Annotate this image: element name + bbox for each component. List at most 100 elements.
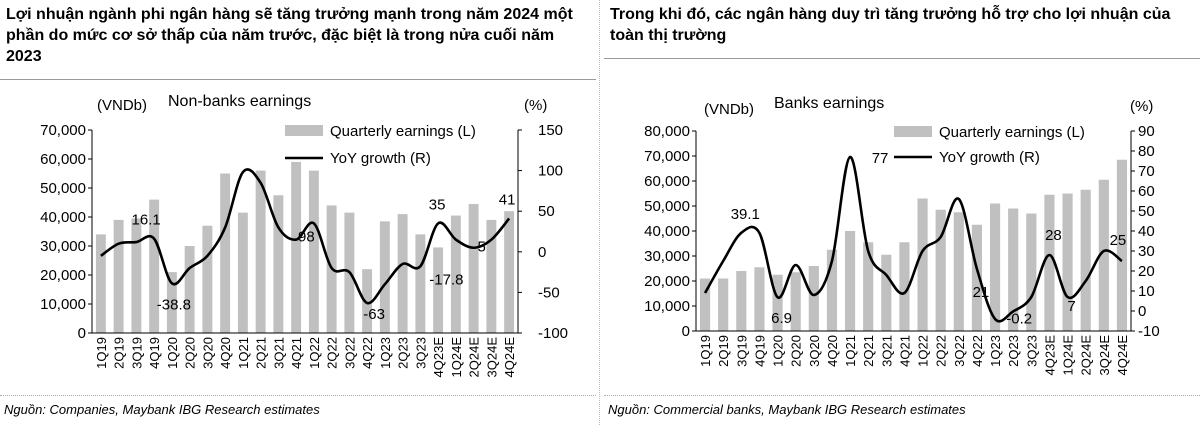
right-tick-label: 0 [1138, 303, 1146, 320]
x-tick-label: 3Q22 [342, 337, 357, 369]
data-label: 28 [1045, 227, 1062, 244]
left-tick-label: 0 [78, 325, 86, 342]
left-tick-label: 60,000 [644, 173, 690, 190]
bar-3Q20 [808, 266, 819, 331]
right-tick-label: 100 [538, 163, 563, 180]
x-tick-label: 3Q22 [952, 335, 967, 367]
bar-1Q24E [450, 215, 461, 333]
bar-4Q19 [149, 199, 160, 333]
left-tick-label: 10,000 [40, 296, 86, 313]
right-tick-label: 10 [1138, 283, 1155, 300]
left-tick-label: 60,000 [40, 151, 86, 168]
right-tick-label: 40 [1138, 223, 1155, 240]
left-tick-label: 50,000 [644, 198, 690, 215]
bar-3Q21 [273, 195, 284, 333]
x-tick-label: 2Q24E [467, 337, 482, 378]
bar-2Q20 [790, 272, 801, 331]
bar-1Q23 [989, 203, 1001, 331]
panel-separator [599, 0, 600, 425]
bar-4Q23E [1044, 194, 1055, 331]
bar-3Q24E [486, 219, 497, 333]
legend-bar-label: Quarterly earnings (L) [330, 123, 476, 140]
bar-1Q22 [308, 170, 319, 333]
x-tick-label: 4Q22 [970, 335, 985, 367]
x-tick-label: 3Q20 [200, 337, 215, 369]
x-tick-label: 3Q23 [413, 337, 428, 369]
legend-bar-label: Quarterly earnings (L) [939, 124, 1085, 141]
data-label: -17.8 [429, 271, 463, 288]
data-label: 5 [477, 239, 485, 256]
bar-2Q21 [255, 170, 266, 333]
left-tick-label: 30,000 [40, 238, 86, 255]
bar-3Q22 [953, 212, 964, 331]
x-tick-label: 4Q22 [360, 337, 375, 369]
left-tick-label: 30,000 [644, 248, 690, 265]
bar-4Q21 [291, 161, 302, 333]
right-axis-unit: (%) [524, 97, 547, 114]
right-tick-label: 0 [538, 244, 546, 261]
bar-2Q19 [718, 278, 729, 331]
x-tick-label: 1Q21 [843, 335, 858, 367]
yoy-growth-line [100, 168, 511, 305]
data-label: 21 [973, 284, 990, 301]
data-label: -38.8 [157, 296, 191, 313]
x-tick-label: 4Q20 [218, 337, 233, 369]
x-tick-label: 2Q19 [112, 337, 127, 369]
left-axis-unit: (VNDb) [97, 97, 147, 114]
x-tick-label: 4Q21 [897, 335, 912, 367]
banks-earnings-chart: Banks earnings (VNDb) (%) 0 10,000 20,000 30,0… [644, 95, 1160, 375]
x-tick-label: 4Q19 [752, 335, 767, 367]
bar-1Q24E [1062, 193, 1073, 331]
x-tick-label: 3Q23 [1024, 335, 1039, 367]
x-tick-label: 4Q19 [147, 337, 162, 369]
bar-3Q23 [1026, 213, 1037, 331]
data-label: 41 [499, 192, 516, 209]
left-source-divider [0, 395, 596, 396]
right-tick-label: -50 [538, 284, 560, 301]
yoy-growth-line [703, 155, 1123, 323]
data-label: 39.1 [731, 206, 760, 223]
left-panel: Lợi nhuận ngành phi ngân hàng sẽ tăng tr… [0, 0, 596, 425]
right-title-divider [604, 58, 1200, 59]
non-banks-chart-box: Non-banks earnings (VNDb) (%) 0 10,000 20,000… [0, 82, 596, 395]
x-tick-label: 3Q19 [734, 335, 749, 367]
right-source-divider [604, 395, 1200, 396]
bar-1Q22 [917, 198, 928, 331]
non-banks-earnings-chart: Non-banks earnings (VNDb) (%) 0 10,000 20,000… [40, 93, 568, 378]
right-tick-label: 50 [538, 203, 555, 220]
bar-2Q20 [184, 246, 195, 333]
x-tick-label: 1Q20 [771, 335, 786, 367]
x-tick-label: 4Q21 [289, 337, 304, 369]
x-tick-label: 2Q21 [861, 335, 876, 367]
x-tick-label: 2Q20 [789, 335, 804, 367]
right-tick-label: 30 [1138, 243, 1155, 260]
left-tick-label: 40,000 [40, 209, 86, 226]
x-tick-label: 3Q24E [484, 337, 499, 378]
bar-4Q24E [1116, 159, 1128, 331]
x-tick-label: 2Q22 [934, 335, 949, 367]
bar-1Q23 [379, 221, 390, 333]
bar-4Q24E [504, 211, 515, 333]
left-title-divider [0, 79, 596, 80]
right-tick-label: 150 [538, 122, 563, 139]
x-tick-label: 1Q23 [378, 337, 393, 369]
data-label: 35 [429, 196, 446, 213]
x-tick-label: 4Q23E [431, 337, 446, 378]
data-label: -0.2 [1006, 310, 1032, 327]
right-panel-title: Trong khi đó, các ngân hàng duy trì tăng… [604, 0, 1200, 50]
bar-3Q21 [881, 254, 892, 331]
x-tick-label: 3Q21 [879, 335, 894, 367]
bar-2Q19 [113, 219, 124, 333]
right-panel: Trong khi đó, các ngân hàng duy trì tăng… [604, 0, 1200, 425]
legend-line-label: YoY growth (R) [939, 149, 1040, 166]
x-tick-label: 4Q24E [502, 337, 517, 378]
x-tick-label: 2Q23 [396, 337, 411, 369]
right-tick-label: 20 [1138, 263, 1155, 280]
bar-4Q22 [971, 224, 983, 331]
bar-4Q22 [362, 269, 373, 333]
data-label: 77 [872, 150, 889, 167]
bar-1Q21 [237, 212, 248, 333]
x-tick-label: 1Q22 [916, 335, 931, 367]
right-tick-label: 90 [1138, 123, 1155, 140]
bar-3Q19 [736, 271, 747, 331]
